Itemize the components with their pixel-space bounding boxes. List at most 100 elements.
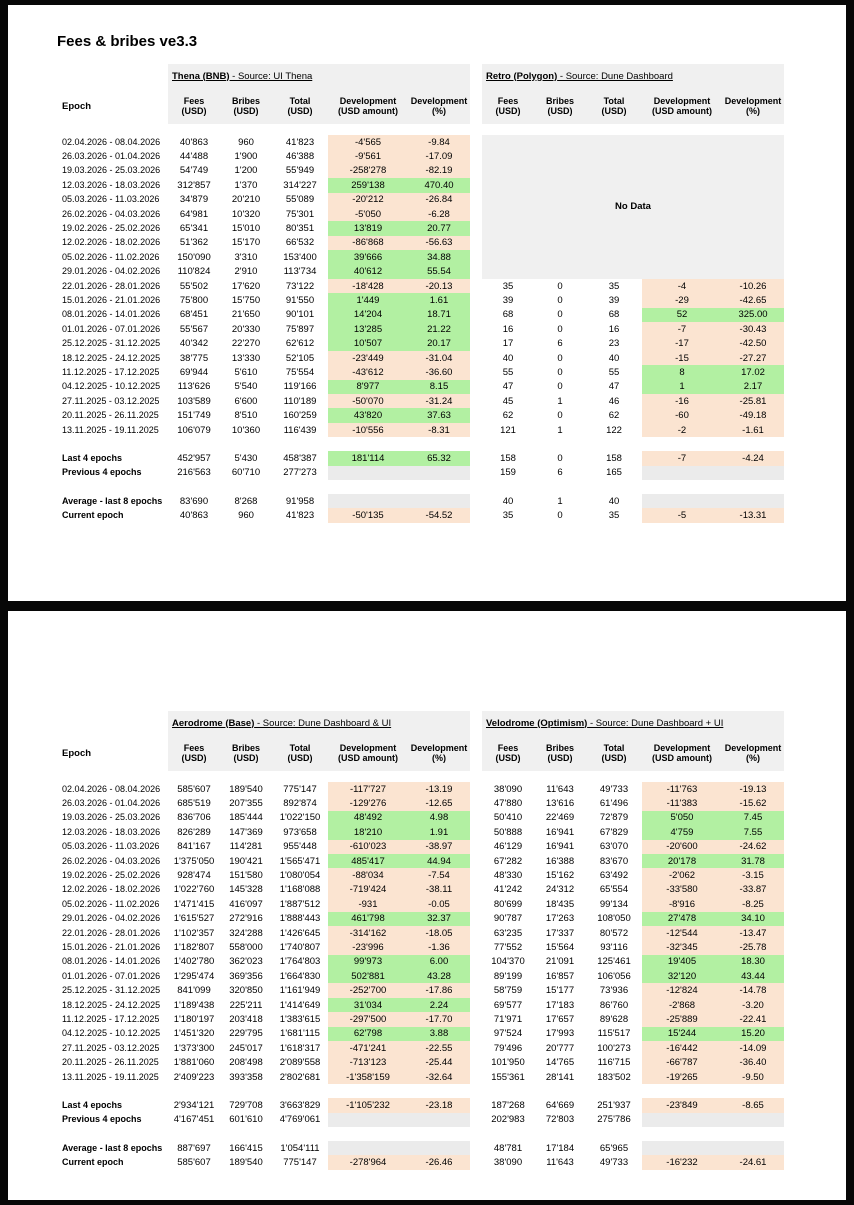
spacer-row: [60, 1127, 784, 1141]
dev-percent-cell: 20.77: [408, 221, 470, 236]
total-cell: 40: [608, 352, 620, 364]
spacer-row: [60, 1084, 784, 1098]
dev-percent-cell: 8.15: [408, 379, 470, 395]
table-gap: [470, 1070, 482, 1084]
dev-amount-cell: 13'285: [328, 322, 408, 337]
bribes-cell: 416'097: [229, 898, 263, 910]
dev-amount-cell: 14'204: [328, 307, 408, 323]
bribes-cell: 15'177: [545, 985, 575, 997]
bribes-cell: 0: [557, 323, 563, 335]
epoch-cell: 19.02.2026 - 25.02.2026: [62, 223, 161, 234]
total-cell: 80'572: [599, 927, 629, 939]
table-gap: [470, 250, 482, 264]
epoch-cell: 22.01.2026 - 28.01.2026: [62, 280, 161, 291]
fees-cell: 312'857: [177, 179, 211, 191]
fees-cell: 17: [502, 338, 514, 350]
total-cell: 35: [608, 510, 620, 522]
dev-amount-cell: -117'727: [328, 782, 408, 797]
table-gap: [470, 88, 482, 124]
dev-percent-cell: -14.78: [722, 983, 784, 998]
dev-amount-cell: -23'996: [328, 940, 408, 955]
bribes-cell: 17'183: [545, 999, 575, 1011]
dev-amount-cell: [328, 1140, 408, 1156]
dev-percent-cell: -10.26: [722, 278, 784, 294]
fees-cell: 1'373'300: [173, 1042, 215, 1054]
dev-amount-cell: -43'612: [328, 365, 408, 380]
column-header: Fees (USD): [482, 735, 534, 771]
total-cell: 55: [608, 366, 620, 378]
dev-percent-cell: -13.47: [722, 925, 784, 941]
table-title: Aerodrome (Base) - Source: Dune Dashboar…: [168, 711, 470, 735]
fees-cell: 89'199: [493, 970, 523, 982]
data-row: 26.03.2026 - 01.04.2026 44'488 1'900 46'388…: [60, 149, 784, 164]
column-header: Development (USD amount): [642, 735, 722, 771]
fees-cell: 826'289: [177, 826, 211, 838]
table-name: Aerodrome (Base): [172, 717, 255, 729]
dev-amount-cell: -15: [642, 350, 722, 366]
dev-amount-cell: -16'232: [642, 1155, 722, 1170]
dev-percent-cell: 34.10: [722, 911, 784, 926]
fees-cell: 1'615'527: [173, 913, 215, 925]
fees-cell: 54'749: [179, 165, 209, 177]
epoch-cell: 12.02.2026 - 18.02.2026: [62, 884, 161, 895]
column-header-line: Total: [603, 742, 625, 753]
total-cell: 61'496: [599, 798, 629, 810]
total-cell: 66'532: [285, 237, 315, 249]
table-gap: [470, 380, 482, 394]
table-name: Thena (BNB): [172, 70, 230, 82]
total-cell: 99'134: [599, 898, 629, 910]
dev-percent-cell: [722, 1140, 784, 1156]
dev-percent-cell: -24.61: [722, 1155, 784, 1170]
dev-amount-cell: -20'212: [328, 192, 408, 207]
dev-amount-cell: 27'478: [642, 911, 722, 926]
dev-amount-cell: -278'964: [328, 1155, 408, 1170]
dev-percent-cell: -25.44: [408, 1055, 470, 1070]
dev-percent-cell: -26.46: [408, 1155, 470, 1170]
bribes-cell: 0: [557, 510, 563, 522]
column-header-line: (USD): [547, 106, 573, 116]
column-header-line: Development: [653, 742, 711, 753]
total-cell: 125'461: [597, 956, 631, 968]
data-row: 18.12.2025 - 24.12.2025 1'189'438 225'211 1…: [60, 997, 784, 1013]
column-header-row: Epoch Fees (USD) Bribes (USD) Total (USD) Devel…: [60, 88, 784, 124]
table-gap: [470, 466, 482, 480]
table-gap: [470, 365, 482, 379]
dev-amount-cell: -2: [642, 422, 722, 438]
column-header-line: (USD amount): [652, 753, 712, 763]
bribes-cell: 11'643: [546, 1157, 574, 1169]
fees-cell: 40: [502, 495, 514, 507]
total-cell: 165: [606, 467, 622, 479]
total-cell: 158: [606, 452, 622, 464]
column-header-line: Development: [339, 742, 397, 753]
column-header-line: Development: [653, 95, 711, 106]
total-cell: 100'273: [597, 1042, 631, 1054]
table-gap: [470, 796, 482, 810]
dev-percent-cell: 18.71: [408, 307, 470, 323]
spacer: [60, 437, 784, 451]
total-cell: 108'050: [597, 913, 631, 925]
epoch-cell: 19.02.2026 - 25.02.2026: [62, 870, 161, 881]
fees-cell: 1'022'760: [173, 884, 215, 896]
bribes-cell: 190'421: [229, 855, 263, 867]
dev-amount-cell: [642, 493, 722, 509]
data-row: 05.02.2026 - 11.02.2026 150'090 3'310 153'4…: [60, 250, 784, 265]
bribes-cell: 16'941: [545, 826, 575, 838]
bribes-cell: 20'210: [231, 194, 261, 206]
bribes-cell: 15'170: [231, 237, 261, 249]
bribes-cell: 5'610: [234, 366, 258, 378]
bribes-cell: 245'017: [229, 1042, 263, 1054]
summary-label: Previous 4 epochs: [62, 1114, 142, 1125]
total-cell: 89'628: [599, 1013, 629, 1025]
data-row: 29.01.2026 - 04.02.2026 110'824 2'910 113'7…: [60, 264, 784, 279]
epoch-column-header: Epoch: [62, 100, 92, 112]
epoch-cell: 22.01.2026 - 28.01.2026: [62, 927, 161, 938]
spacer-row: [60, 480, 784, 494]
fees-cell: 55'567: [179, 323, 209, 335]
bribes-cell: 17'620: [231, 280, 261, 292]
dev-amount-cell: -471'241: [328, 1041, 408, 1056]
total-cell: 116'439: [283, 424, 317, 436]
bribes-cell: 1: [557, 424, 563, 436]
dev-percent-cell: -23.18: [408, 1098, 470, 1113]
dev-percent-cell: 6.00: [408, 954, 470, 970]
fees-cell: 1'180'197: [173, 1013, 215, 1025]
